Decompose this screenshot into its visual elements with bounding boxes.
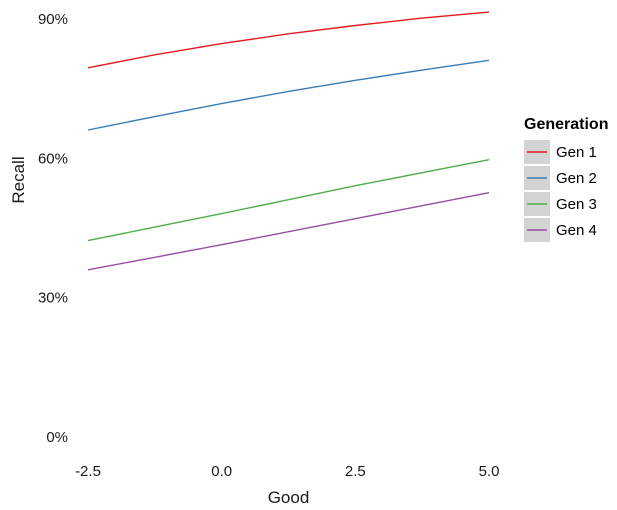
x-tick-label: 5.0 <box>479 463 500 480</box>
x-tick-label: 0.0 <box>211 463 232 480</box>
legend-title: Generation <box>524 116 608 133</box>
legend: Generation Gen 1 Gen 2 Gen 3 Gen 4 <box>524 116 608 242</box>
y-tick-label: 60% <box>38 150 68 167</box>
plot-lines <box>87 11 490 271</box>
y-tick-label: 90% <box>38 11 68 28</box>
legend-items: Gen 1 Gen 2 Gen 3 Gen 4 <box>524 140 597 242</box>
legend-item-label: Gen 4 <box>556 222 597 239</box>
legend-item-label: Gen 3 <box>556 196 597 213</box>
series-line-gen-2 <box>87 59 490 131</box>
y-tick-label: 0% <box>46 429 68 446</box>
series-line-gen-4 <box>87 192 490 271</box>
x-tick-label: 2.5 <box>345 463 366 480</box>
x-tick-label: -2.5 <box>75 463 101 480</box>
series-line-gen-1 <box>87 11 490 69</box>
y-axis-ticks: 0% 30% 60% 90% <box>38 11 68 446</box>
x-axis-title: Good <box>268 488 310 507</box>
x-axis-ticks: -2.5 0.0 2.5 5.0 <box>75 463 499 480</box>
legend-item-label: Gen 2 <box>556 170 597 187</box>
series-line-gen-3 <box>87 159 490 242</box>
legend-item-label: Gen 1 <box>556 144 597 161</box>
y-axis-title: Recall <box>9 156 28 203</box>
y-tick-label: 30% <box>38 290 68 307</box>
